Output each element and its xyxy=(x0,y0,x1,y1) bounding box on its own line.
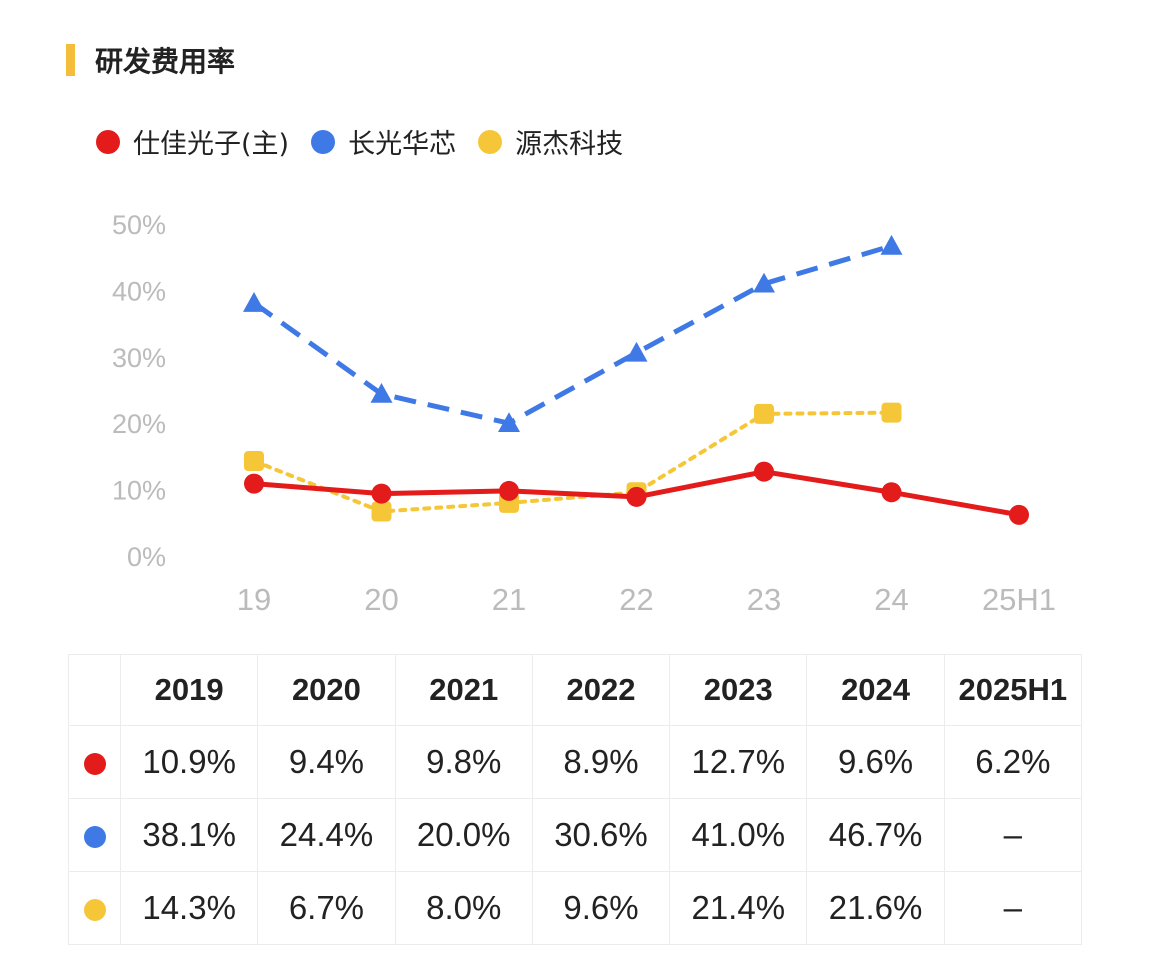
table-cell: 14.3% xyxy=(119,871,259,945)
table-cell: 6.2% xyxy=(943,725,1083,799)
table-cell: 21.6% xyxy=(806,871,945,945)
table-cell: 12.7% xyxy=(669,725,808,799)
y-tick-label: 0% xyxy=(127,542,166,572)
table-header-cell: 2025H1 xyxy=(943,654,1083,726)
legend-item: 仕佳光子(主) xyxy=(96,122,289,161)
table-cell: – xyxy=(943,798,1083,872)
series-dot xyxy=(83,826,106,849)
table-cell: 21.4% xyxy=(669,871,808,945)
x-tick-label: 19 xyxy=(237,582,271,617)
y-tick-label: 40% xyxy=(112,276,166,306)
data-point xyxy=(371,501,392,522)
x-tick-label: 22 xyxy=(619,582,653,617)
table-header-cell: 2020 xyxy=(257,654,396,726)
data-point xyxy=(754,403,774,424)
table-header-cell: 2019 xyxy=(119,654,259,726)
legend-label: 仕佳光子(主) xyxy=(133,129,290,160)
title-accent-bar xyxy=(66,44,75,76)
table-cell: 30.6% xyxy=(531,798,671,872)
table-header-corner xyxy=(68,654,121,726)
data-point xyxy=(498,412,520,432)
data-point xyxy=(370,382,393,403)
table-row-marker xyxy=(68,871,121,945)
series-dot xyxy=(83,753,106,776)
data-point xyxy=(625,341,648,362)
legend-item: 长光华芯 xyxy=(311,122,456,161)
data-point xyxy=(880,234,903,255)
table-cell: 46.7% xyxy=(806,798,945,872)
table-header-row: 2019 2020 2021 2022 2023 2024 2025H1 xyxy=(68,654,1083,726)
x-tick-label: 20 xyxy=(364,582,398,617)
data-point xyxy=(753,272,775,293)
legend-label: 长光华芯 xyxy=(348,129,457,160)
table-cell: 8.9% xyxy=(531,725,671,799)
legend-label: 源杰科技 xyxy=(515,129,624,160)
table-cell: – xyxy=(943,871,1083,945)
x-tick-label: 21 xyxy=(492,582,526,617)
legend-item: 源杰科技 xyxy=(478,122,623,161)
table-cell: 9.6% xyxy=(806,725,945,799)
line-chart: 0% 10% 20% 30% 40% 50% 19 20 21 22 23 24 25H1 xyxy=(112,210,1056,617)
x-tick-label: 25H1 xyxy=(982,582,1056,617)
y-tick-label: 30% xyxy=(112,343,166,373)
legend: 仕佳光子(主) 长光华芯 源杰科技 xyxy=(96,122,645,161)
series-line xyxy=(252,410,894,514)
legend-marker xyxy=(478,129,503,154)
table-row: 38.1% 24.4% 20.0% 30.6% 41.0% 46.7% – xyxy=(68,798,1083,872)
x-tick-label: 23 xyxy=(747,582,781,617)
table-row: 14.3% 6.7% 8.0% 9.6% 21.4% 21.6% – xyxy=(68,871,1083,945)
table-row: 10.9% 9.4% 9.8% 8.9% 12.7% 9.6% 6.2% xyxy=(68,725,1083,799)
table-header-cell: 2021 xyxy=(394,654,533,726)
table-cell: 24.4% xyxy=(257,798,396,872)
series-dot xyxy=(83,899,106,922)
series-line xyxy=(252,243,893,426)
data-point xyxy=(499,480,519,501)
table-cell: 8.0% xyxy=(394,871,533,945)
data-point xyxy=(881,482,902,503)
y-tick-label: 10% xyxy=(112,476,166,506)
table-header-cell: 2022 xyxy=(531,654,671,726)
y-tick-label: 20% xyxy=(112,409,166,439)
legend-marker xyxy=(311,129,336,154)
table-cell: 9.8% xyxy=(394,725,533,799)
data-point xyxy=(371,483,392,504)
table-row-marker xyxy=(68,725,121,799)
table-cell: 10.9% xyxy=(119,725,259,799)
table-cell: 38.1% xyxy=(119,798,259,872)
data-point xyxy=(754,461,774,482)
data-point xyxy=(244,451,264,472)
chart-title: 研发费用率 xyxy=(95,45,236,78)
x-tick-label: 24 xyxy=(874,582,908,617)
data-point xyxy=(881,402,902,423)
table-header-cell: 2023 xyxy=(669,654,808,726)
legend-marker xyxy=(96,129,120,154)
table-cell: 20.0% xyxy=(394,798,533,872)
y-tick-label: 50% xyxy=(112,210,166,240)
table-cell: 41.0% xyxy=(669,798,808,872)
table-cell: 9.4% xyxy=(257,725,396,799)
table-cell: 6.7% xyxy=(257,871,396,945)
data-point xyxy=(626,486,647,507)
data-point xyxy=(243,292,265,312)
data-table: 2019 2020 2021 2022 2023 2024 2025H1 10.… xyxy=(68,654,1083,945)
table-header-cell: 2024 xyxy=(806,654,945,726)
table-row-marker xyxy=(68,798,121,872)
chart-title-row: 研发费用率 xyxy=(66,40,235,80)
table-cell: 9.6% xyxy=(531,871,671,945)
data-point xyxy=(1009,504,1029,525)
data-point xyxy=(244,473,264,494)
